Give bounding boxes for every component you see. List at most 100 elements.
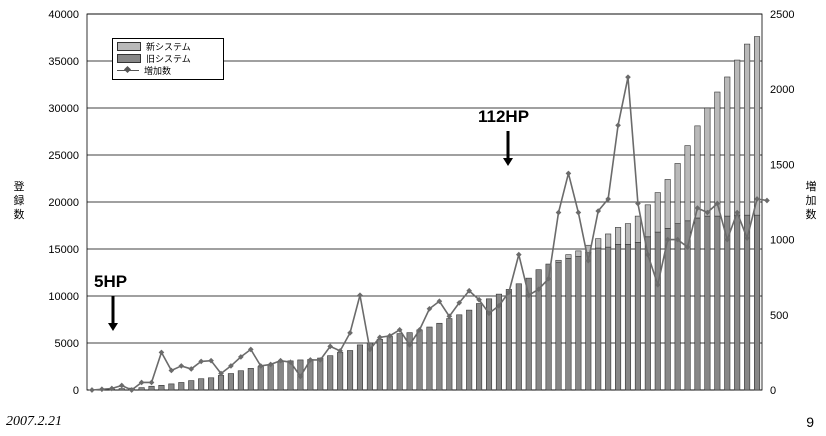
y-tick-right: 1000: [770, 235, 794, 247]
bar-new-system: [595, 238, 602, 249]
bar-new-system: [704, 107, 711, 217]
legend-item-increase: 増加数: [117, 65, 172, 77]
bar-old-system: [654, 231, 661, 391]
bar-old-system: [247, 368, 254, 391]
point-increase: [148, 379, 155, 386]
y-tick-left: 35000: [48, 56, 79, 68]
bar-old-system: [217, 375, 225, 391]
point-increase: [386, 333, 393, 339]
point-increase: [168, 367, 175, 374]
legend-item-old-system: 旧システム: [117, 53, 191, 65]
point-increase: [426, 305, 433, 312]
legend-label-new: 新システム: [146, 43, 191, 53]
bar-old-system: [734, 214, 741, 391]
point-increase: [337, 348, 343, 354]
point-increase: [208, 357, 214, 364]
bar-new-system: [724, 76, 731, 217]
point-increase: [178, 363, 185, 369]
y-tick-right: 2500: [770, 9, 794, 21]
bar-old-system: [456, 314, 463, 391]
point-increase: [605, 196, 611, 202]
point-increase: [367, 346, 373, 353]
point-increase: [515, 251, 522, 258]
point-increase: [108, 385, 115, 392]
legend-swatch-old: [117, 54, 141, 63]
bar-old-system: [585, 252, 592, 391]
bar-old-system: [188, 380, 195, 391]
legend-item-new-system: 新システム: [117, 41, 191, 53]
point-increase: [625, 74, 631, 80]
bar-new-system: [664, 179, 671, 229]
point-increase: [247, 346, 254, 353]
bar-new-system: [754, 36, 761, 216]
point-increase: [476, 296, 482, 303]
bar-old-system: [118, 388, 125, 391]
y-tick-left: 30000: [48, 103, 79, 115]
point-increase: [595, 208, 602, 214]
legend-label-increase: 増加数: [144, 67, 172, 77]
bar-old-system: [485, 298, 493, 391]
bar-old-system: [267, 364, 274, 391]
bar-old-system: [138, 387, 145, 391]
bar-old-system: [237, 370, 244, 391]
point-increase: [496, 302, 502, 309]
bar-old-system: [327, 355, 334, 391]
point-increase: [525, 292, 532, 299]
y-tick-left: 10000: [48, 291, 79, 303]
bar-old-system: [535, 269, 542, 391]
point-increase: [128, 387, 135, 393]
point-increase: [635, 200, 641, 207]
bar-old-system: [337, 352, 344, 391]
bar-new-system: [575, 250, 582, 257]
bar-new-system: [734, 59, 741, 216]
point-increase: [645, 251, 651, 258]
bar-old-system: [208, 377, 215, 391]
point-increase: [615, 122, 621, 129]
bar-old-system: [605, 246, 612, 391]
bar-new-system: [714, 91, 721, 217]
point-increase: [575, 209, 582, 216]
bar-old-system: [178, 382, 185, 391]
point-increase: [565, 170, 572, 177]
point-increase: [704, 209, 711, 216]
point-increase: [694, 205, 701, 211]
point-increase: [724, 236, 731, 243]
bar-old-system: [495, 293, 502, 391]
annotation-5hp: 5HP: [94, 272, 128, 291]
bar-old-system: [148, 385, 155, 391]
point-increase: [764, 197, 770, 204]
point-increase: [357, 292, 363, 299]
point-increase: [297, 373, 304, 380]
y-tick-left: 40000: [48, 9, 79, 21]
bar-old-system: [744, 214, 751, 391]
point-increase: [377, 334, 383, 341]
point-increase: [218, 370, 224, 377]
point-increase: [406, 342, 413, 348]
chart-legend: 新システム 旧システム 増加数: [112, 38, 224, 80]
arrow-head: [503, 158, 513, 166]
bar-old-system: [347, 350, 354, 391]
bar-old-system: [505, 289, 512, 391]
bar-old-system: [555, 261, 562, 391]
bar-old-system: [704, 215, 711, 391]
bar-new-system: [605, 233, 612, 248]
point-increase: [118, 382, 125, 389]
bar-new-system: [644, 204, 651, 238]
point-increase: [396, 327, 403, 333]
bar-new-system: [555, 259, 562, 263]
bar-old-system: [466, 309, 473, 391]
point-increase: [674, 236, 681, 243]
bar-new-system: [624, 223, 632, 245]
bar-old-system: [257, 366, 264, 391]
bar-new-system: [615, 227, 622, 245]
plot-frame: [86, 13, 763, 391]
point-increase: [585, 257, 592, 264]
point-increase: [754, 196, 760, 202]
bar-old-system: [317, 357, 324, 391]
y-tick-left: 15000: [48, 244, 79, 256]
bar-old-system: [376, 338, 383, 391]
point-increase: [228, 363, 234, 369]
point-increase: [317, 357, 324, 363]
y-axis-left-label: 登録数: [13, 180, 25, 221]
